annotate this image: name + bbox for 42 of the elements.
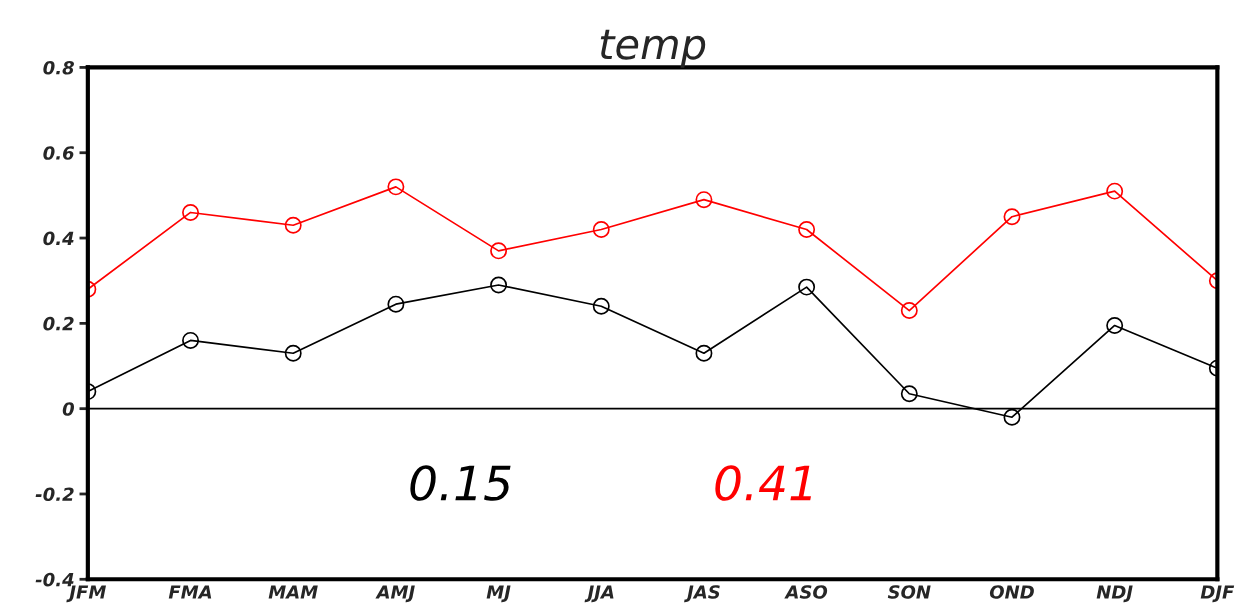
y-tick-label: -0.2: [35, 487, 74, 502]
x-tick-label: JJA: [584, 585, 614, 603]
point: [1106, 182, 1124, 200]
annotation: 0.15: [410, 465, 511, 501]
point: [798, 278, 816, 296]
point: [695, 191, 713, 209]
point: [182, 331, 200, 349]
y-tick-label: 0.2: [43, 316, 74, 331]
chart-title: temp: [600, 29, 706, 68]
annotation: 0.41: [715, 465, 811, 501]
point: [1003, 208, 1021, 226]
point: [1106, 317, 1124, 334]
point: [900, 302, 918, 320]
point: [490, 276, 508, 294]
point: [1003, 408, 1021, 426]
x-tick-label: MAM: [268, 585, 318, 599]
point: [284, 216, 302, 234]
x-tick-label: FMA: [168, 585, 212, 599]
point: [592, 221, 610, 238]
x-tick-label: SON: [887, 585, 931, 599]
x-tick-label: NDJ: [1096, 585, 1133, 603]
x-tick-label: MJ: [486, 585, 511, 603]
point: [900, 385, 918, 403]
x-tick-label: ASO: [784, 585, 828, 599]
y-tick-label: 0.6: [43, 146, 75, 160]
y-tick-label: 0.8: [43, 60, 74, 75]
x-tick-label: JFM: [66, 585, 106, 603]
point: [284, 344, 302, 362]
point: [798, 221, 816, 238]
point: [490, 242, 508, 260]
point: [387, 178, 405, 196]
point: [182, 203, 200, 221]
x-tick-label: JAS: [684, 585, 720, 603]
x-tick-label: AMJ: [375, 585, 415, 603]
y-tick-label: 0: [62, 402, 75, 416]
y-tick-label: 0.4: [43, 231, 74, 246]
point: [592, 297, 610, 315]
point: [387, 295, 405, 313]
y-tick-label: -0.4: [35, 572, 74, 587]
x-tick-label: DJF: [1200, 585, 1235, 603]
point: [695, 344, 713, 362]
x-tick-label: OND: [989, 585, 1034, 599]
